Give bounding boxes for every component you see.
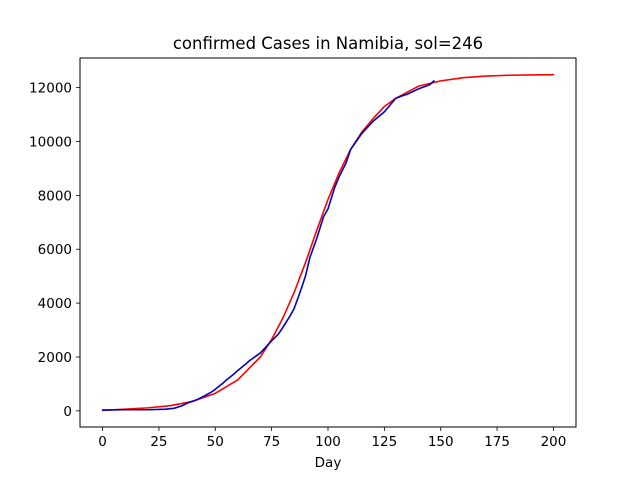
series-line-confirmed	[101, 80, 435, 411]
series-line-fitted	[101, 73, 555, 412]
x-tick-label: 25	[150, 434, 167, 450]
x-tick-label: 0	[98, 434, 107, 450]
x-tick-label: 150	[428, 434, 454, 450]
y-tick-label: 10000	[29, 134, 72, 150]
x-tick-label: 175	[484, 434, 510, 450]
plot-frame	[79, 57, 577, 428]
x-axis-label: Day	[315, 455, 342, 471]
plot-area	[101, 73, 555, 412]
y-tick-label: 6000	[38, 242, 72, 258]
y-tick-label: 8000	[38, 188, 72, 204]
x-tick-label: 125	[371, 434, 397, 450]
x-tick-label: 100	[315, 434, 341, 450]
y-tick-label: 12000	[29, 81, 72, 97]
x-tick-label: 50	[207, 434, 224, 450]
y-axis: 0 2000 4000 6000 8000 10000 12000	[29, 81, 80, 420]
chart-title: confirmed Cases in Namibia, sol=246	[173, 34, 483, 53]
x-tick-label: 200	[541, 434, 567, 450]
x-axis: 0 25 50 75 100 125 150 175 200	[98, 427, 566, 450]
y-tick-label: 2000	[38, 350, 72, 366]
x-tick-label: 75	[263, 434, 280, 450]
y-tick-label: 0	[63, 404, 72, 420]
y-tick-label: 4000	[38, 296, 72, 312]
